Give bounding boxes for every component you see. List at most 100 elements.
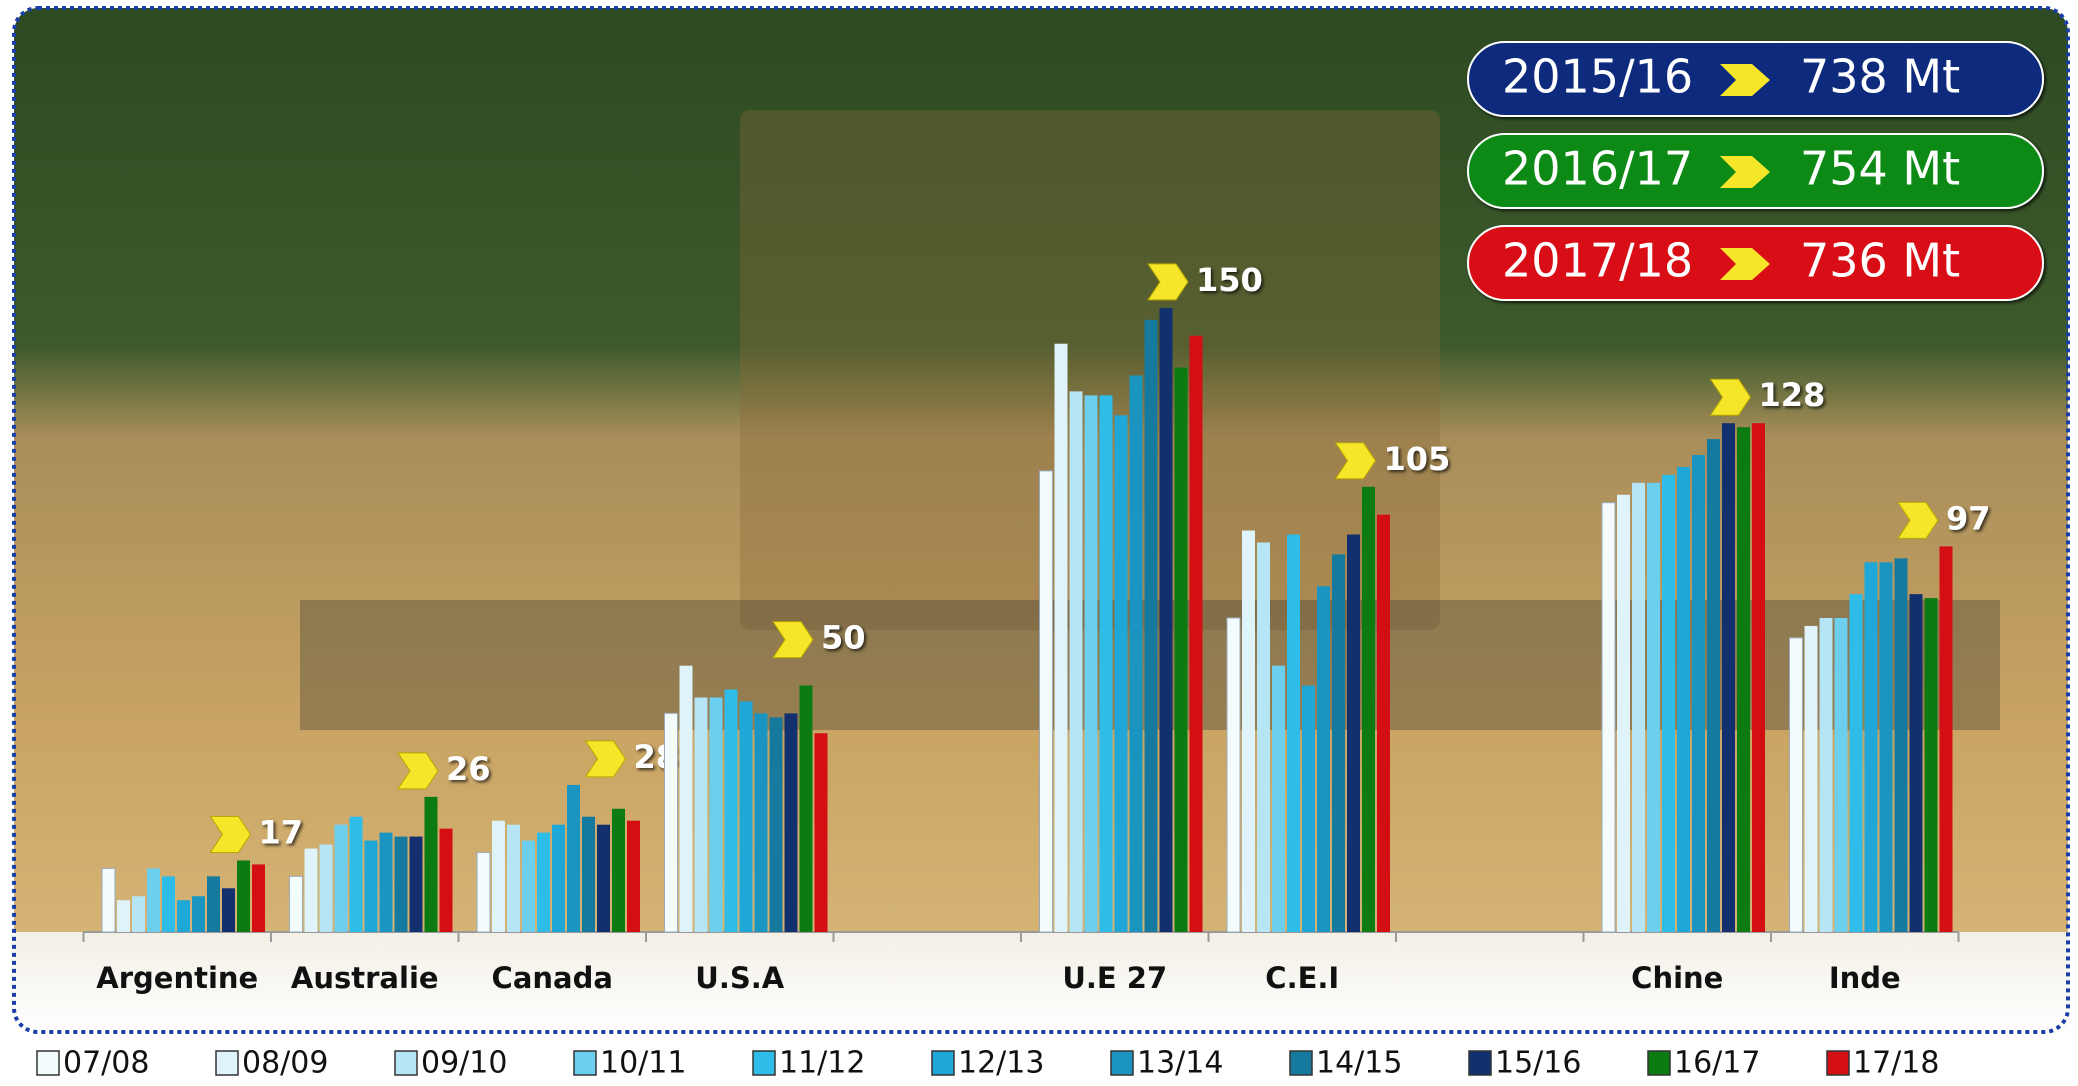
arrow-icon bbox=[1147, 263, 1189, 301]
bar bbox=[1159, 307, 1173, 932]
legend-swatch bbox=[1647, 1050, 1671, 1076]
bar bbox=[162, 876, 175, 932]
legend-label: 10/11 bbox=[600, 1046, 686, 1081]
x-tick-label: Inde bbox=[1829, 961, 1901, 995]
legend-swatch bbox=[215, 1050, 239, 1076]
bar bbox=[1849, 594, 1863, 932]
bar bbox=[537, 832, 550, 932]
bar bbox=[1692, 455, 1705, 932]
legend-swatch bbox=[752, 1050, 776, 1076]
data-label: 150 bbox=[1196, 261, 1263, 299]
harvester-shape bbox=[740, 110, 1440, 630]
bar bbox=[1864, 562, 1878, 932]
bar bbox=[679, 665, 693, 932]
bar bbox=[147, 868, 160, 932]
summary-value: 736 Mt bbox=[1800, 234, 1960, 288]
bar bbox=[492, 820, 505, 932]
bar bbox=[1924, 598, 1938, 932]
data-label: 26 bbox=[446, 750, 491, 788]
bar bbox=[799, 685, 813, 932]
chart-border bbox=[12, 6, 2070, 1034]
legend-swatch bbox=[573, 1050, 597, 1076]
legend-label: 13/14 bbox=[1137, 1046, 1223, 1081]
x-tick-label: U.E 27 bbox=[1062, 961, 1167, 995]
bar bbox=[1174, 367, 1188, 932]
x-tick-label: Canada bbox=[492, 961, 613, 995]
bar bbox=[1377, 514, 1390, 932]
legend-swatch bbox=[394, 1050, 418, 1076]
data-label: 128 bbox=[1759, 376, 1826, 414]
bar bbox=[612, 808, 625, 932]
bar bbox=[1039, 470, 1053, 933]
bar bbox=[117, 900, 130, 932]
bar bbox=[1287, 534, 1300, 932]
bar bbox=[409, 836, 423, 932]
x-tick-label: U.S.A bbox=[695, 961, 784, 995]
bar bbox=[177, 900, 190, 932]
arrow-icon bbox=[1897, 501, 1939, 539]
data-label: 50 bbox=[821, 619, 866, 657]
arrow-icon bbox=[1720, 156, 1770, 188]
bar bbox=[364, 840, 378, 932]
bar bbox=[192, 896, 205, 932]
bar bbox=[1939, 546, 1953, 932]
legend-label: 11/12 bbox=[779, 1046, 865, 1081]
bar bbox=[207, 876, 220, 932]
axis-band bbox=[14, 932, 2068, 1032]
legend-label: 12/13 bbox=[958, 1046, 1044, 1081]
bar bbox=[349, 816, 363, 932]
data-label: 97 bbox=[1946, 499, 1991, 537]
arrow-icon bbox=[209, 815, 252, 853]
bar bbox=[1084, 395, 1098, 932]
arrow-icon bbox=[1720, 64, 1770, 96]
arrow-icon bbox=[1709, 378, 1752, 416]
bar bbox=[522, 840, 535, 932]
legend-swatch bbox=[1826, 1050, 1850, 1076]
bar bbox=[1804, 625, 1818, 932]
bar bbox=[476, 852, 491, 933]
summary-season: 2016/17 bbox=[1502, 142, 1693, 196]
legend-label: 07/08 bbox=[63, 1046, 149, 1081]
bar bbox=[132, 896, 145, 932]
bar bbox=[1257, 542, 1270, 932]
bar bbox=[334, 824, 348, 932]
bar bbox=[424, 796, 438, 932]
bar bbox=[1226, 617, 1241, 933]
legend-swatch bbox=[1468, 1050, 1492, 1076]
bar bbox=[1632, 482, 1645, 932]
x-tick-label: Argentine bbox=[96, 961, 258, 995]
bar bbox=[1909, 594, 1923, 932]
bar bbox=[1834, 617, 1848, 932]
bar bbox=[1789, 637, 1803, 933]
bar bbox=[379, 832, 393, 932]
bar bbox=[1617, 494, 1630, 932]
bar bbox=[1894, 558, 1908, 932]
bar bbox=[627, 820, 640, 932]
bar bbox=[304, 848, 318, 932]
arrow-icon bbox=[584, 740, 627, 778]
bar bbox=[237, 860, 250, 932]
data-label: 17 bbox=[259, 813, 304, 851]
legend-label: 15/16 bbox=[1495, 1046, 1581, 1081]
summary-season: 2015/16 bbox=[1502, 50, 1693, 104]
bar bbox=[1752, 423, 1765, 932]
bar bbox=[1722, 423, 1735, 932]
legend-swatch bbox=[1289, 1050, 1313, 1076]
bar bbox=[289, 875, 303, 933]
bar bbox=[1129, 375, 1143, 932]
arrow-icon bbox=[397, 752, 439, 790]
arrow-icon bbox=[1334, 442, 1377, 480]
legend-label: 08/09 bbox=[242, 1046, 328, 1081]
bar bbox=[439, 828, 453, 932]
bar bbox=[1054, 343, 1068, 932]
legend-label: 17/18 bbox=[1853, 1046, 1939, 1081]
legend-label: 16/17 bbox=[1674, 1046, 1760, 1081]
bar bbox=[664, 712, 678, 933]
bar bbox=[582, 816, 595, 932]
bar bbox=[507, 824, 520, 932]
bar bbox=[694, 697, 708, 932]
bar bbox=[1332, 554, 1345, 932]
bar bbox=[101, 867, 116, 933]
